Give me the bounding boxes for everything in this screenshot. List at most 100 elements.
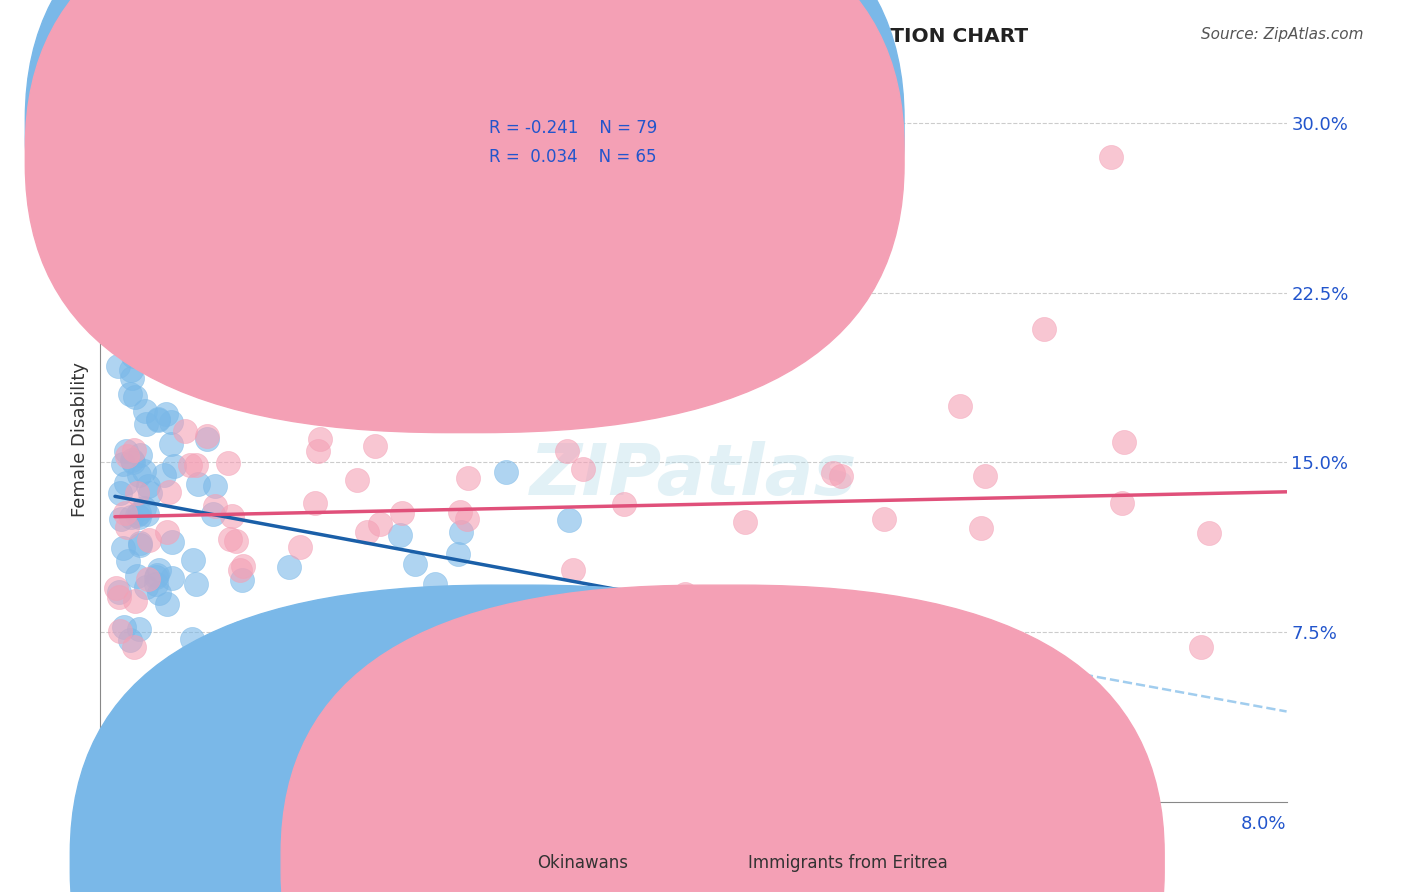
Point xyxy=(974,469,997,483)
Point xyxy=(1032,322,1054,336)
Point xyxy=(117,554,139,568)
Point xyxy=(160,535,183,549)
Point xyxy=(145,570,167,584)
Point xyxy=(148,563,170,577)
Point xyxy=(115,475,138,490)
Point xyxy=(389,528,412,542)
Point xyxy=(1189,640,1212,654)
Point xyxy=(202,507,225,521)
Point xyxy=(128,299,150,313)
Point xyxy=(136,508,159,522)
Point xyxy=(108,591,131,605)
Point xyxy=(447,548,470,562)
Point xyxy=(120,632,142,647)
Point xyxy=(495,465,517,479)
Point xyxy=(555,444,578,458)
Point xyxy=(425,722,447,736)
Point xyxy=(536,634,558,648)
Point xyxy=(290,541,312,555)
Point xyxy=(129,448,152,462)
Text: R =  0.034    N = 65: R = 0.034 N = 65 xyxy=(489,148,657,166)
Point xyxy=(107,359,129,374)
Point xyxy=(122,349,145,363)
Point xyxy=(571,461,593,475)
Point xyxy=(309,432,332,446)
Point xyxy=(120,510,142,524)
Text: OKINAWAN VS IMMIGRANTS FROM ERITREA FEMALE DISABILITY CORRELATION CHART: OKINAWAN VS IMMIGRANTS FROM ERITREA FEMA… xyxy=(56,27,1028,45)
Point xyxy=(138,486,160,500)
Point xyxy=(1112,435,1135,450)
Point xyxy=(475,725,498,739)
Y-axis label: Female Disability: Female Disability xyxy=(72,362,89,517)
Point xyxy=(139,328,162,343)
Point xyxy=(186,577,208,591)
Point xyxy=(187,477,209,491)
Point xyxy=(124,594,146,608)
Point xyxy=(195,432,218,446)
Point xyxy=(122,640,145,654)
Point xyxy=(304,496,326,510)
Point xyxy=(157,485,180,500)
Point xyxy=(155,407,177,421)
Point xyxy=(114,506,136,520)
Point xyxy=(229,625,252,640)
Point xyxy=(108,624,131,638)
Point xyxy=(225,534,247,549)
Point xyxy=(252,633,274,648)
Point xyxy=(125,486,148,500)
Point xyxy=(450,524,472,539)
Point xyxy=(148,585,170,599)
Point xyxy=(308,308,330,322)
Point xyxy=(146,412,169,426)
Point xyxy=(156,525,179,540)
Point xyxy=(396,612,419,626)
Point xyxy=(180,632,202,646)
Point xyxy=(136,572,159,586)
Point xyxy=(162,571,184,585)
Point xyxy=(457,471,479,485)
Point xyxy=(204,479,226,493)
Point xyxy=(115,444,138,458)
Point xyxy=(184,458,207,472)
Point xyxy=(558,513,581,527)
Point xyxy=(231,574,253,588)
Point xyxy=(128,468,150,483)
Point xyxy=(364,439,387,453)
Point xyxy=(112,541,135,556)
Point xyxy=(830,468,852,483)
Text: ZIPatlas: ZIPatlas xyxy=(530,442,858,510)
Point xyxy=(155,291,177,305)
Point xyxy=(173,424,195,438)
Point xyxy=(129,536,152,550)
Point xyxy=(138,690,160,704)
Text: Okinawans: Okinawans xyxy=(537,854,628,871)
Point xyxy=(160,415,183,429)
Point xyxy=(120,362,142,376)
Point xyxy=(112,457,135,471)
Point xyxy=(108,585,131,599)
Point xyxy=(488,409,510,423)
Point xyxy=(145,577,167,591)
Point xyxy=(105,581,128,595)
Point xyxy=(1198,525,1220,540)
Text: Immigrants from Eritrea: Immigrants from Eritrea xyxy=(748,854,948,871)
Point xyxy=(872,512,894,526)
Point xyxy=(229,563,252,577)
Point xyxy=(449,504,471,518)
Point xyxy=(307,443,329,458)
Point xyxy=(125,508,148,522)
Point xyxy=(110,486,132,500)
Point xyxy=(277,559,299,574)
Point xyxy=(118,386,141,401)
Point xyxy=(370,516,392,531)
Point xyxy=(221,508,243,523)
Point xyxy=(204,500,226,514)
Point xyxy=(160,436,183,450)
Point xyxy=(673,587,696,601)
Point xyxy=(128,538,150,552)
Point xyxy=(193,370,215,384)
Point xyxy=(232,559,254,574)
Point xyxy=(633,695,655,709)
Point xyxy=(124,390,146,404)
Point xyxy=(163,458,186,473)
